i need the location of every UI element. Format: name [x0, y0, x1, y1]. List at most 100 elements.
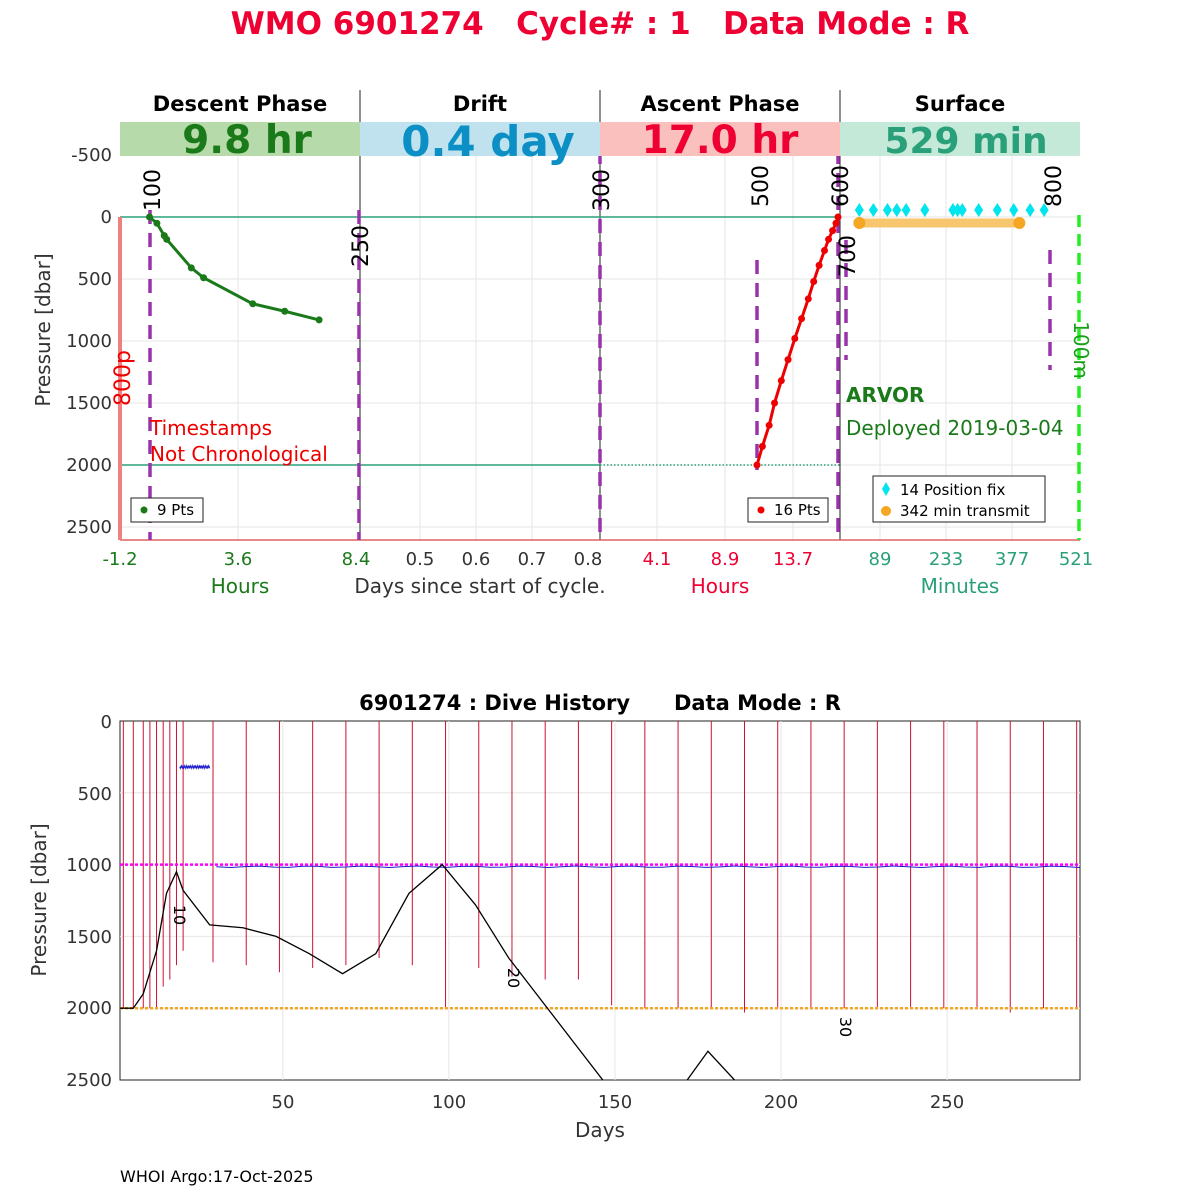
phase-title-descent: Descent Phase: [153, 92, 327, 116]
descent-point: [315, 316, 323, 324]
position-fix-point: [901, 203, 911, 217]
transmit-point: [853, 217, 866, 229]
x-label-ascent: Hours: [691, 574, 750, 598]
deployment-date: Deployed 2019-03-04: [846, 416, 1064, 440]
x-tick-label: 4.1: [643, 549, 672, 570]
x-tick-label: 0.5: [406, 549, 435, 570]
marker-label-300: 300: [590, 169, 615, 211]
surface-legend: 14 Position fix 342 min transmit: [872, 475, 1046, 523]
x-tick-label: 3.6: [224, 549, 253, 570]
x-tick-label: 0.6: [462, 549, 491, 570]
history-y-tick: 500: [78, 784, 112, 805]
position-fix-legend-text: 14 Position fix: [900, 481, 1005, 499]
ascent-point: [810, 277, 818, 285]
history-x-tick: 100: [432, 1092, 466, 1113]
position-fix-legend-marker: [882, 482, 890, 496]
position-fix-point: [953, 203, 963, 217]
history-x-tick: 50: [272, 1092, 295, 1113]
transmit-point: [1013, 217, 1026, 229]
timestamps-warning-line2: Not Chronological: [150, 442, 328, 466]
ascent-point: [777, 377, 785, 385]
footer-credit: WHOI Argo:17-Oct-2025: [120, 1167, 314, 1186]
descent-point: [249, 300, 257, 308]
descent-legend-text: 9 Pts: [157, 501, 194, 519]
marker-label-500: 500: [749, 165, 774, 207]
x-label-surface: Minutes: [921, 574, 1000, 598]
ascent-legend-text: 16 Pts: [774, 501, 821, 519]
y-tick-label: 2500: [66, 517, 112, 538]
history-y-tick: 2500: [66, 1070, 112, 1091]
x-tick-label: 0.8: [574, 549, 603, 570]
x-tick-label: -1.2: [102, 549, 137, 570]
x-tick-label: 377: [995, 549, 1029, 570]
history-x-tick: 200: [764, 1092, 798, 1113]
position-fix-point: [957, 203, 967, 217]
y-tick-label: 500: [78, 269, 112, 290]
position-fix-point: [892, 203, 902, 217]
timestamps-warning-line1: Timestamps: [149, 416, 272, 440]
trajectory-line: [120, 863, 736, 1080]
x-tick-label: 0.7: [518, 549, 547, 570]
ascent-point: [821, 246, 828, 254]
history-y-tick: 2000: [66, 998, 112, 1019]
banner-bg-drift: [360, 122, 600, 156]
phase-title-surface: Surface: [915, 92, 1005, 116]
ascent-point: [753, 461, 761, 469]
ascent-point: [798, 315, 806, 323]
descent-point: [163, 235, 171, 243]
position-fix-point: [948, 203, 958, 217]
cycle-number-label: 10: [170, 905, 189, 925]
x-tick-label: 521: [1059, 549, 1093, 570]
y-tick-label: 1000: [66, 331, 112, 352]
dive-history-title: 6901274 : Dive History Data Mode : R: [359, 691, 841, 715]
ascent-series-line: [755, 216, 840, 466]
transmit-legend-text: 342 min transmit: [900, 502, 1030, 520]
history-y-tick: 0: [101, 712, 112, 733]
marker-label-100: 100: [141, 169, 166, 211]
x-tick-label: 8.4: [342, 549, 371, 570]
ascent-point: [765, 421, 773, 429]
descent-point: [200, 274, 208, 282]
position-fix-point: [920, 203, 930, 217]
marker-label-100m: 100m: [1069, 321, 1093, 379]
banner-descent-duration: 9.8 hr: [182, 118, 312, 163]
cycle-panel: [118, 90, 1081, 541]
ascent-point: [804, 295, 812, 303]
descent-point: [187, 264, 195, 272]
position-fix-point: [1025, 203, 1035, 217]
descent-point: [281, 307, 289, 315]
dive-history-panel: [119, 720, 1081, 1081]
x-tick-label: 8.9: [711, 549, 740, 570]
ascent-point: [758, 442, 766, 450]
descent-point: [153, 219, 161, 227]
ascent-point: [771, 399, 779, 407]
position-fix-point: [974, 203, 984, 217]
banner-bg-ascent: [600, 122, 840, 156]
position-fix-point: [1039, 203, 1049, 217]
ascent-legend: 16 Pts: [747, 497, 829, 523]
position-fix-point: [882, 203, 892, 217]
y-tick-label: 2000: [66, 455, 112, 476]
position-fix-point: [854, 203, 864, 217]
drift-pressure-line: [179, 763, 211, 771]
marker-label-700: 700: [836, 235, 861, 277]
cycle-y-axis-label: Pressure [dbar]: [31, 253, 55, 406]
y-tick-label: 1500: [66, 393, 112, 414]
banner-ascent-duration: 17.0 hr: [642, 118, 800, 163]
ascent-point: [825, 235, 833, 243]
ascent-point: [834, 213, 842, 221]
x-tick-label: 89: [869, 549, 892, 570]
marker-label-250: 250: [349, 225, 374, 267]
ascent-point: [784, 356, 792, 364]
ascent-point: [791, 335, 799, 343]
transmit-legend-marker: [881, 506, 891, 516]
x-label-drift: Days since start of cycle.: [354, 574, 605, 598]
descent-legend-marker: [140, 506, 148, 514]
phase-title-ascent: Ascent Phase: [641, 92, 800, 116]
cycle-number-label: 30: [836, 1017, 855, 1037]
drift-pressure-line: [216, 865, 1081, 868]
cycle-number-label: 20: [504, 968, 523, 988]
y-tick-label: 0: [101, 207, 112, 228]
marker-label-600: 600: [829, 165, 854, 207]
